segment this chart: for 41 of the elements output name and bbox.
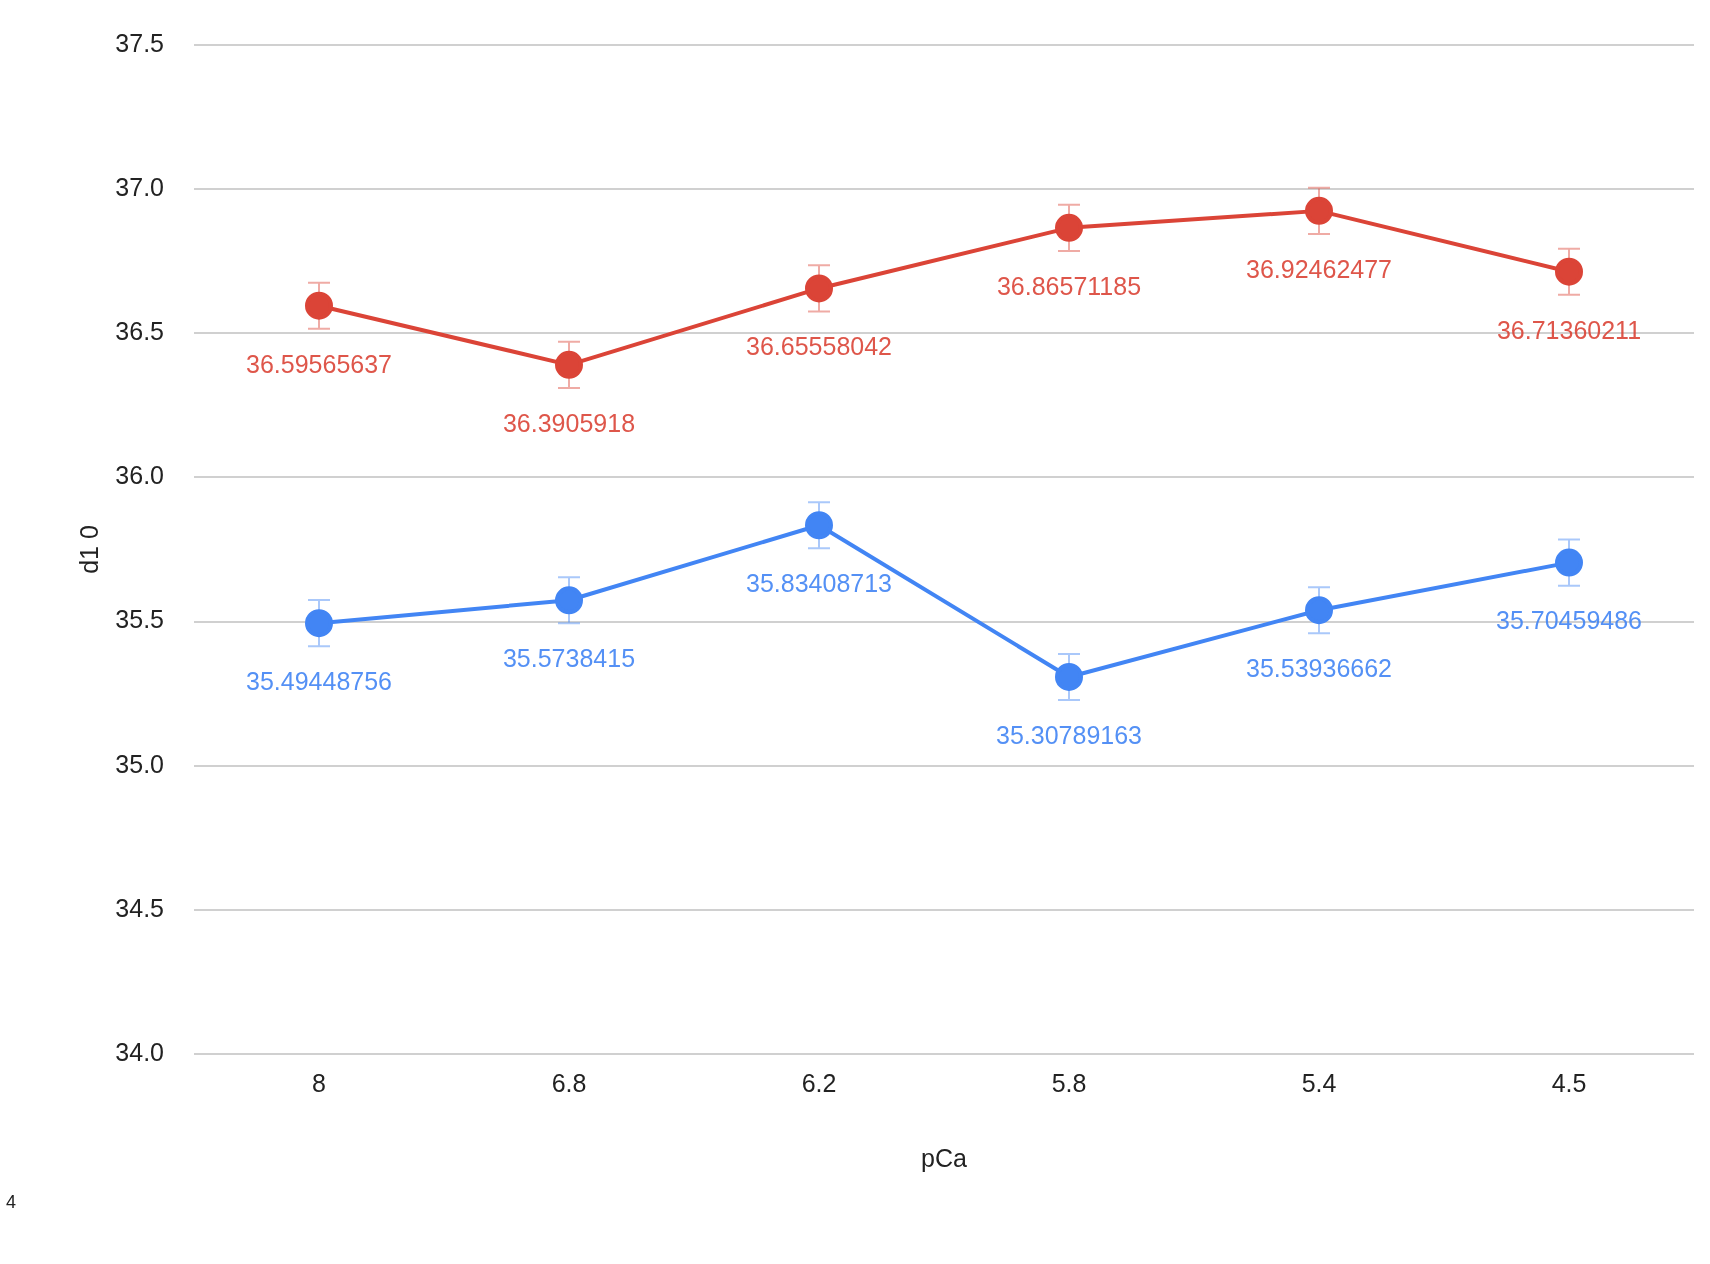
x-tick-label: 8 (312, 1068, 326, 1097)
point (1555, 257, 1583, 286)
data-label: 35.49448756 (246, 667, 392, 696)
data-label: 36.92462477 (1246, 254, 1392, 283)
y-tick-label: 35.5 (115, 605, 164, 634)
y-tick-label: 35.0 (115, 749, 164, 778)
point (1555, 548, 1583, 577)
point (1055, 213, 1083, 242)
data-label: 36.65558042 (746, 332, 892, 361)
point (305, 291, 333, 320)
y-tick-label: 37.0 (115, 173, 164, 202)
text: 4 (6, 1192, 17, 1213)
point (305, 609, 333, 638)
data-label: 35.70459486 (1496, 606, 1642, 635)
x-tick-label: 4.5 (1551, 1068, 1587, 1097)
point (555, 350, 583, 379)
x-axis-title: pCa (921, 1143, 968, 1172)
point (805, 511, 833, 540)
point (1305, 196, 1333, 225)
y-axis-title: d1 0 (74, 525, 103, 574)
point (555, 586, 583, 615)
point (1055, 662, 1083, 691)
y-tick-label: 37.5 (115, 28, 164, 57)
point (805, 274, 833, 303)
data-label: 36.3905918 (502, 408, 636, 437)
data-label: 36.71360211 (1496, 315, 1642, 344)
x-tick-label: 6.2 (801, 1068, 837, 1097)
y-tick-label: 34.0 (115, 1037, 164, 1066)
data-label: 35.5738415 (502, 644, 636, 673)
data-label: 35.30789163 (996, 720, 1142, 749)
point (1305, 596, 1333, 625)
y-tick-label: 34.5 (115, 893, 164, 922)
x-tick-label: 6.8 (551, 1068, 587, 1097)
x-tick-label: 5.4 (1301, 1068, 1337, 1097)
data-label: 36.59565637 (246, 349, 392, 378)
data-label: 35.83408713 (746, 569, 892, 598)
data-label: 35.53936662 (1246, 654, 1392, 683)
y-tick-label: 36.0 (115, 461, 164, 490)
x-tick-label: 5.8 (1051, 1068, 1087, 1097)
y-tick-label: 36.5 (115, 317, 164, 346)
data-label: 36.86571185 (996, 271, 1142, 300)
